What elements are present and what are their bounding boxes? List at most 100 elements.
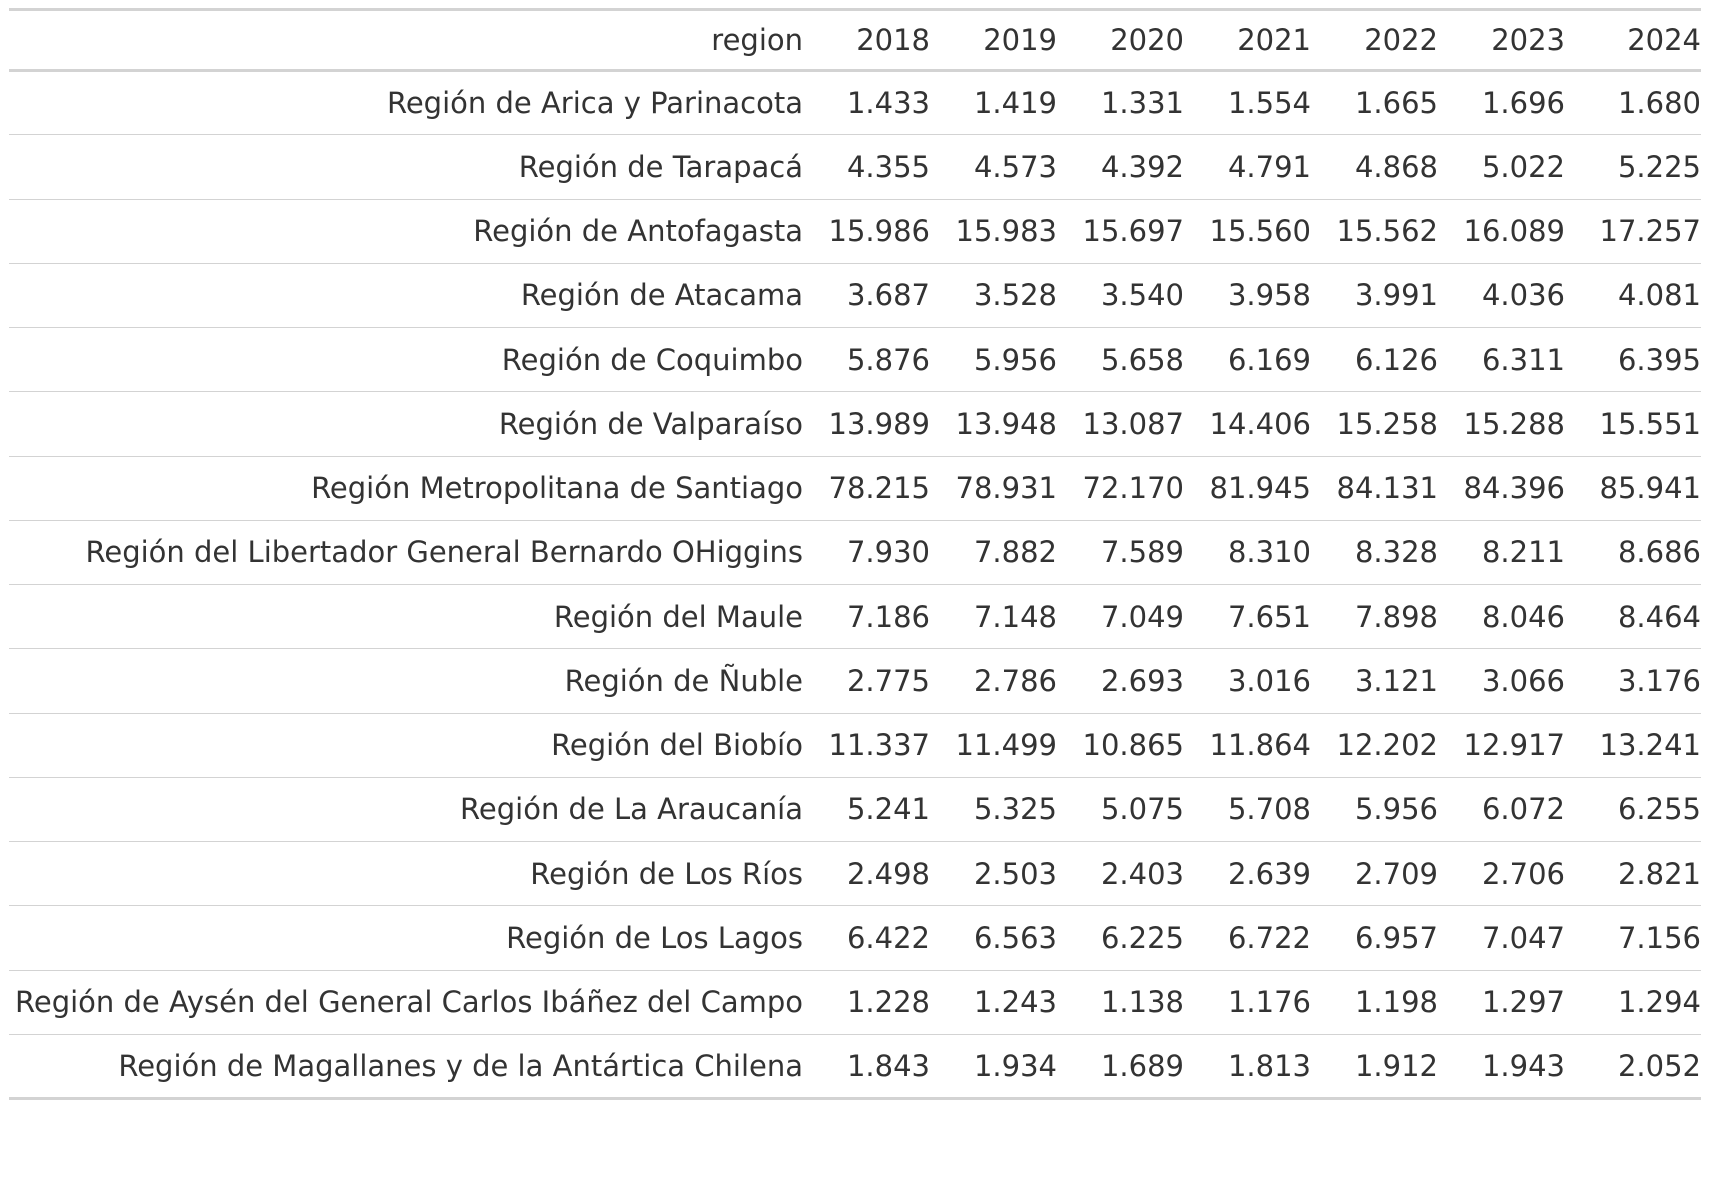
value-cell-2018: 13.989 (809, 391, 936, 456)
column-header-2019: 2019 (936, 9, 1063, 72)
value-cell-2021: 4.791 (1190, 134, 1317, 199)
value-cell-2018: 1.843 (809, 1033, 936, 1099)
value-cell-2018: 6.422 (809, 905, 936, 970)
value-cell-2022: 2.709 (1317, 840, 1444, 906)
value-cell-2023: 8.046 (1444, 583, 1571, 649)
value-cell-2024: 2.052 (1571, 1033, 1701, 1099)
value-cell-2024: 8.686 (1571, 519, 1701, 585)
value-cell-2018: 78.215 (809, 455, 936, 521)
table-row: Región de Los Lagos 6.422 6.563 6.225 6.722 6… (9, 905, 1701, 970)
column-header-2018: 2018 (809, 9, 936, 72)
value-cell-2023: 15.288 (1444, 391, 1571, 456)
value-cell-2022: 7.898 (1317, 583, 1444, 649)
value-cell-2023: 8.211 (1444, 519, 1571, 585)
value-cell-2018: 5.876 (809, 326, 936, 392)
value-cell-2022: 5.956 (1317, 776, 1444, 842)
table-header: region 2018 2019 2020 2021 2022 2023 202… (9, 9, 1701, 72)
value-cell-2020: 1.138 (1063, 969, 1190, 1035)
value-cell-2024: 1.680 (1617, 86, 1701, 121)
value-cell-2020: 5.075 (1063, 776, 1190, 842)
table-row: Región de Atacama 3.687 3.528 3.540 3.958 3.9… (9, 262, 1701, 328)
region-name-cell: Región del Libertador General Bernardo O… (9, 519, 809, 585)
value-cell-2022: 15.562 (1317, 198, 1444, 264)
value-cell-2024: 1.294 (1571, 969, 1701, 1035)
value-cell-2023: 16.089 (1444, 198, 1571, 264)
value-cell-2021: 3.958 (1190, 262, 1317, 328)
region-name-cell: Región de Valparaíso (9, 391, 809, 456)
table-row: Región del Biobío 11.337 11.499 10.865 11.86… (9, 712, 1701, 778)
value-cell-2024: 13.241 (1571, 712, 1701, 778)
value-cell-2020: 13.087 (1063, 391, 1190, 456)
value-cell-2020: 7.049 (1063, 583, 1190, 649)
value-cell-2023: 4.036 (1444, 262, 1571, 328)
value-cell-2019: 6.563 (936, 905, 1063, 970)
value-cell-2023: 1.696 (1481, 86, 1565, 121)
region-name-cell: Región de Los Ríos (9, 840, 809, 906)
column-header-2020: 2020 (1063, 9, 1190, 72)
value-cell-2022: 1.912 (1317, 1033, 1444, 1099)
value-cell-2020: 5.658 (1063, 326, 1190, 392)
value-cell-2020: 72.170 (1063, 455, 1190, 521)
table-row: Región de Valparaíso 13.989 13.948 13.087 14… (9, 391, 1701, 456)
value-cell-2018: 2.498 (809, 840, 936, 906)
value-cell-2020: 6.225 (1063, 905, 1190, 970)
value-cell-2022: 84.131 (1317, 455, 1444, 521)
value-cell-2022: 1.665 (1354, 86, 1438, 121)
table-row: Región de Arica y Parinacota 1.433 1.419 1.… (9, 71, 1701, 135)
value-cell-2022: 1.198 (1317, 969, 1444, 1035)
region-name-cell: Región Metropolitana de Santiago (9, 455, 809, 521)
value-cell-2024: 6.255 (1571, 776, 1701, 842)
value-cell-2023: 5.022 (1444, 134, 1571, 199)
value-cell-2023: 84.396 (1444, 455, 1571, 521)
value-cell-2019: 2.503 (936, 840, 1063, 906)
header-row: region 2018 2019 2020 2021 2022 2023 202… (9, 9, 1701, 72)
value-cell-2020: 3.540 (1063, 262, 1190, 328)
region-name-cell: Región de Aysén del General Carlos Ibáñe… (9, 969, 809, 1035)
value-cell-2018: 1.228 (809, 969, 936, 1035)
value-cell-2021: 81.945 (1190, 455, 1317, 521)
value-cell-2024: 6.395 (1571, 326, 1701, 392)
value-cell-2023: 6.311 (1444, 326, 1571, 392)
value-cell-2018: 7.930 (809, 519, 936, 585)
table-row: Región de Coquimbo 5.876 5.956 5.658 6.169 6.… (9, 326, 1701, 392)
value-cell-2023: 1.297 (1444, 969, 1571, 1035)
value-cell-2024: 15.551 (1571, 391, 1701, 456)
value-cell-2018: 7.186 (809, 583, 936, 649)
value-cell-2021: 7.651 (1190, 583, 1317, 649)
value-cell-2023: 7.047 (1444, 905, 1571, 970)
region-name-cell: Región de La Araucanía (9, 776, 809, 842)
value-cell-2021: 1.176 (1190, 969, 1317, 1035)
value-cell-2024: 3.176 (1571, 648, 1701, 713)
value-cell-2019: 13.948 (936, 391, 1063, 456)
value-cell-2021: 14.406 (1190, 391, 1317, 456)
value-cell-2022: 3.121 (1317, 648, 1444, 713)
value-cell-2022: 3.991 (1317, 262, 1444, 328)
value-cell-2020: 4.392 (1063, 134, 1190, 199)
value-cell-2023: 2.706 (1444, 840, 1571, 906)
value-cell-2024: 8.464 (1571, 583, 1701, 649)
value-cell-2020: 10.865 (1063, 712, 1190, 778)
value-cell-2022: 8.328 (1317, 519, 1444, 585)
region-name-cell: Región de Antofagasta (9, 198, 809, 264)
value-cell-2020: 2.693 (1063, 648, 1190, 713)
value-cell-2018: 5.241 (809, 776, 936, 842)
value-cell-2021: 3.016 (1190, 648, 1317, 713)
column-header-2021: 2021 (1190, 9, 1317, 72)
value-cell-2022: 12.202 (1317, 712, 1444, 778)
region-name-cell: Región de Los Lagos (9, 905, 809, 970)
value-cell-2024: 4.081 (1571, 262, 1701, 328)
value-cell-2024: 2.821 (1571, 840, 1701, 906)
value-cell-2023: 6.072 (1444, 776, 1571, 842)
region-name-cell: Región de Arica y Parinacota (386, 86, 803, 121)
region-name-cell: Región de Ñuble (9, 648, 809, 713)
value-cell-2021: 2.639 (1190, 840, 1317, 906)
region-name-cell: Región del Maule (9, 583, 809, 649)
region-name-cell: Región del Biobío (9, 712, 809, 778)
value-cell-2022: 6.126 (1317, 326, 1444, 392)
data-table: region 2018 2019 2020 2021 2022 2023 202… (9, 8, 1701, 1100)
value-cell-2021: 1.813 (1190, 1033, 1317, 1099)
value-cell-2021: 11.864 (1190, 712, 1317, 778)
table-row: Región de Tarapacá 4.355 4.573 4.392 4.791 4.… (9, 134, 1701, 199)
value-cell-2019: 5.325 (936, 776, 1063, 842)
value-cell-2019: 7.882 (936, 519, 1063, 585)
